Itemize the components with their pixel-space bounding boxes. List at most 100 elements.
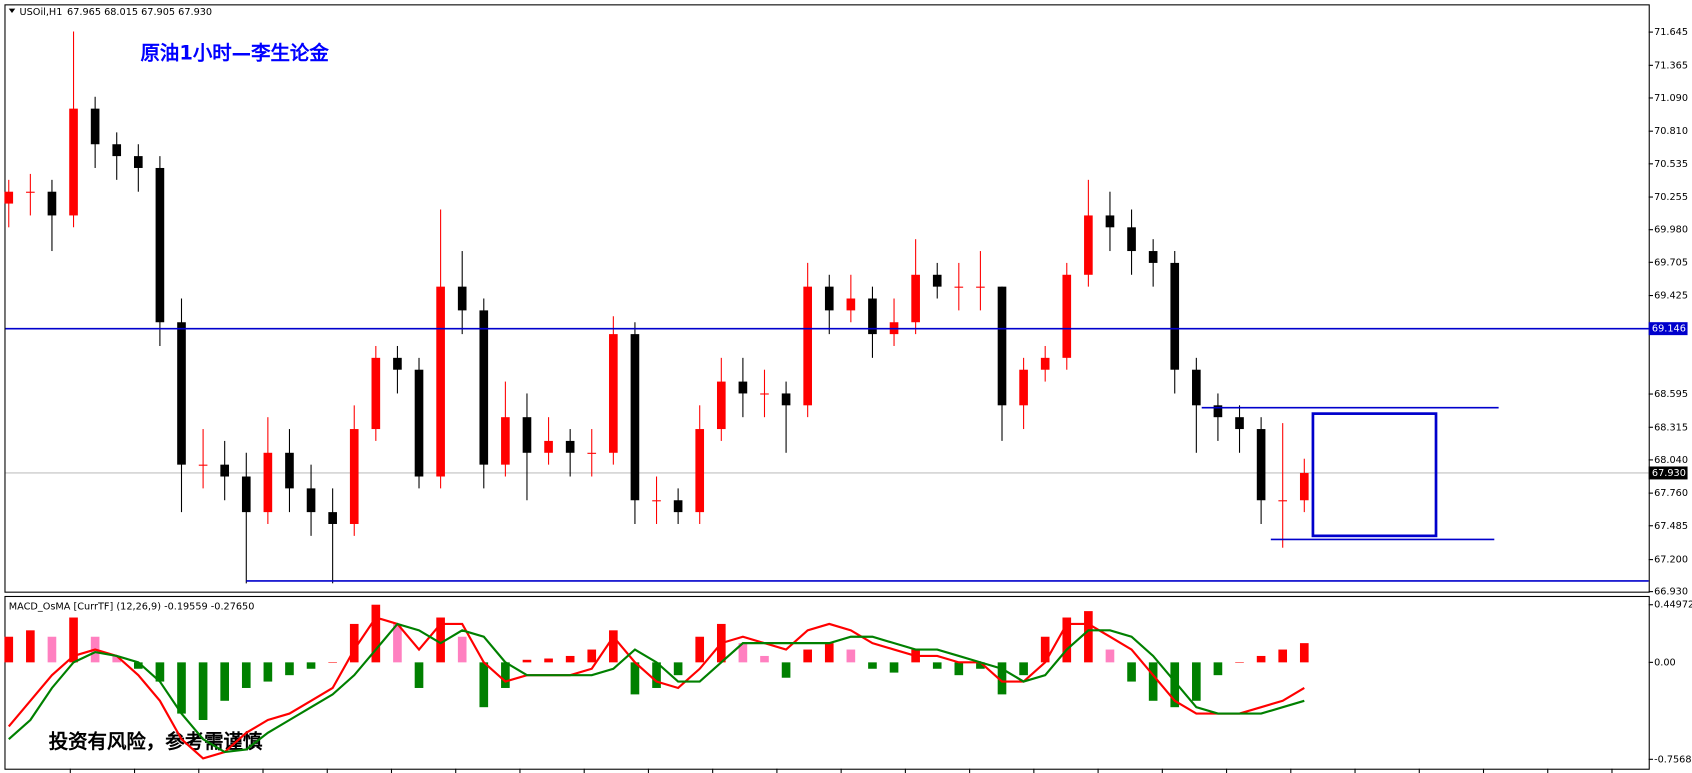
candle-body [479, 310, 489, 465]
histogram-bar [371, 604, 381, 663]
candle-body [932, 274, 942, 287]
candle-body [371, 357, 381, 430]
candle-body [1019, 369, 1028, 406]
candle-body [1278, 500, 1288, 502]
candle-body [781, 393, 791, 406]
watermark: 投资有风险，参考需谨慎 [49, 730, 263, 753]
histogram-bar [1213, 662, 1223, 676]
candle-body [738, 381, 748, 394]
candle-body [1170, 262, 1180, 370]
histogram-bar [889, 662, 899, 673]
histogram-bar [1127, 662, 1136, 682]
histogram-bar [997, 662, 1007, 695]
candle-body [306, 488, 316, 513]
histogram-bar [198, 662, 208, 721]
histogram-bar [328, 662, 337, 663]
histogram-bar [609, 630, 618, 663]
candle-body [824, 286, 834, 311]
histogram-bar [695, 636, 705, 663]
candle-body [285, 452, 294, 489]
histogram-bar [220, 662, 230, 701]
candle-body [630, 334, 640, 501]
candle-body [868, 298, 877, 335]
histogram-bar [1148, 662, 1158, 701]
candle-body [414, 369, 424, 477]
candle-body [436, 286, 445, 477]
histogram-bar [976, 662, 985, 669]
histogram-bar [241, 662, 251, 688]
y-tick-label: 69.705 [1654, 257, 1688, 268]
histogram-bar [414, 662, 424, 688]
candle-body [26, 191, 35, 193]
histogram-bar [846, 649, 856, 663]
current-price-label: 67.930 [1652, 468, 1686, 479]
histogram-bar [522, 659, 532, 663]
histogram-bar [738, 643, 748, 663]
histogram-bar [630, 662, 640, 695]
candle-body [997, 286, 1007, 406]
candle-body [457, 286, 467, 311]
candle-body [1192, 369, 1201, 406]
histogram-bar [1299, 643, 1309, 663]
histogram-bar [932, 662, 942, 669]
histogram-bar [1105, 649, 1115, 663]
histogram-bar [1192, 662, 1201, 701]
y-tick-label: 68.040 [1654, 455, 1688, 466]
histogram-bar [652, 662, 661, 688]
candle-body [1213, 405, 1223, 418]
y-tick-label: 68.315 [1654, 422, 1688, 433]
candle-body [673, 500, 683, 513]
candle-body [393, 357, 402, 370]
histogram-bar [1278, 649, 1288, 663]
histogram-bar [436, 617, 445, 663]
histogram-bar [587, 649, 597, 663]
histogram-bar [1062, 617, 1072, 663]
candle-body [501, 417, 510, 465]
level-tag [1648, 322, 1688, 336]
y-tick-label: 71.090 [1654, 93, 1688, 104]
candle-body [544, 440, 553, 453]
histogram-bar [349, 623, 359, 663]
candle-body [1235, 417, 1244, 430]
histogram-bar [112, 655, 122, 663]
candle-body [911, 274, 920, 323]
candle-body [587, 452, 597, 454]
header-values: 67.965 68.015 67.905 67.930 [67, 7, 212, 18]
histogram-bar [803, 649, 812, 663]
candle-body [177, 322, 186, 465]
y-tick-label: 69.425 [1654, 291, 1688, 302]
histogram-bar [1170, 662, 1180, 708]
candle-body [47, 191, 57, 216]
y-tick-label: 70.535 [1654, 159, 1688, 170]
histogram-bar [306, 662, 316, 669]
histogram-bar [565, 655, 575, 663]
y-tick-label: 70.255 [1654, 192, 1688, 203]
y-tick-label: -0.75689 [1654, 754, 1692, 765]
y-tick-label: 70.810 [1654, 126, 1688, 137]
histogram-bar [954, 662, 964, 676]
histogram-bar [1256, 655, 1266, 663]
histogram-bar [457, 636, 467, 663]
macd-label: MACD_OsMA [CurrTF] (12,26,9) -0.19559 -0… [9, 602, 255, 613]
candle-body [1084, 215, 1093, 275]
candle-body [976, 286, 985, 288]
histogram-bar [393, 623, 402, 663]
candle-body [69, 108, 78, 216]
candle-body [263, 452, 273, 513]
candle-body [112, 144, 122, 157]
y-tick-label: 0.00 [1654, 657, 1676, 668]
histogram-bar [1084, 611, 1093, 663]
histogram-bar [1040, 636, 1050, 663]
histogram-bar [781, 662, 791, 678]
candle-body [760, 393, 769, 395]
histogram-bar [177, 662, 186, 714]
y-tick-label: 67.760 [1654, 488, 1688, 499]
y-tick-label: 68.595 [1654, 389, 1688, 400]
y-tick-label: 71.645 [1654, 27, 1688, 38]
candle-body [349, 429, 359, 524]
candle-body [1148, 251, 1158, 263]
candle-body [1040, 357, 1050, 370]
